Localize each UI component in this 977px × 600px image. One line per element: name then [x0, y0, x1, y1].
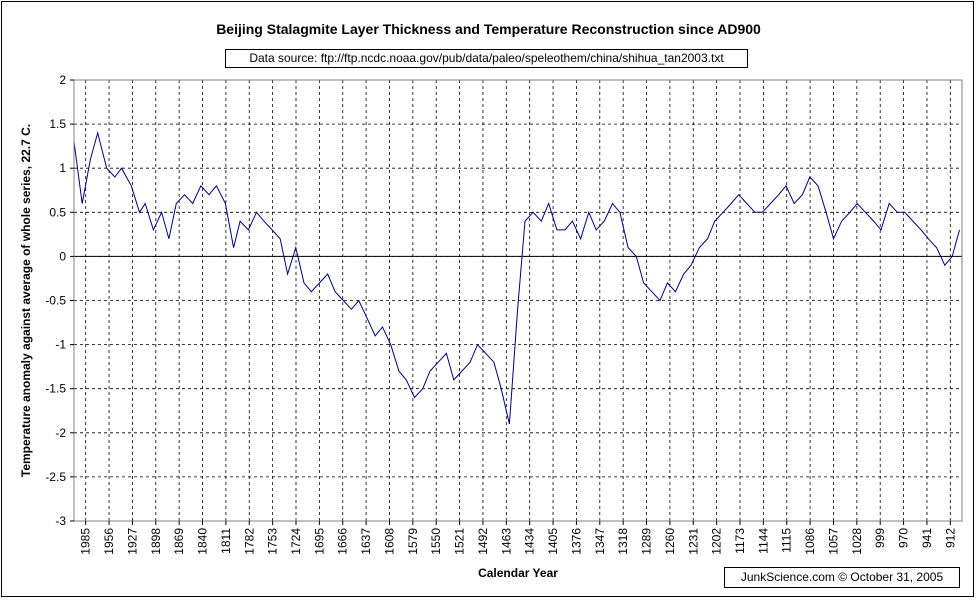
y-tick-label: 1.5 [49, 117, 66, 131]
x-tick-label: 1028 [850, 528, 864, 555]
y-tick-label: -2 [55, 426, 66, 440]
x-tick-label: 1782 [242, 528, 256, 555]
x-tick-label: 1985 [79, 528, 93, 555]
data-source-note: Data source: ftp://ftp.ncdc.noaa.gov/pub… [225, 49, 748, 68]
x-tick-label: 1086 [803, 528, 817, 555]
y-tick-label: -2.5 [45, 470, 66, 484]
x-tick-label: 1260 [663, 528, 677, 555]
temperature-series-line [73, 130, 960, 425]
x-tick-label: 1202 [710, 528, 724, 555]
x-tick-label: 912 [943, 528, 957, 548]
x-tick-label: 1057 [826, 528, 840, 555]
x-tick-label: 1637 [359, 528, 373, 555]
x-tick-label: 1753 [266, 528, 280, 555]
x-tick-label: 1956 [102, 528, 116, 555]
x-tick-label: 1173 [733, 528, 747, 554]
x-tick-label: 1579 [406, 528, 420, 555]
x-tick-label: 1115 [780, 528, 794, 553]
x-tick-label: 970 [897, 528, 911, 548]
x-tick-label: 1666 [336, 528, 350, 555]
x-tick-label: 1521 [453, 528, 467, 555]
y-tick-label: -0.5 [45, 294, 66, 308]
y-axis-ticks: 2 1.5 1 0.5 0 -0.5 -1 -1.5 -2 -2.5 -3 [45, 73, 74, 528]
x-axis-label: Calendar Year [478, 566, 558, 580]
y-tick-label: -1 [55, 338, 66, 352]
y-tick-label: 2 [59, 73, 66, 87]
x-tick-label: 1289 [640, 528, 654, 555]
credit-box: JunkScience.com © October 31, 2005 [724, 567, 960, 588]
x-tick-label: 1463 [499, 528, 513, 555]
x-tick-label: 1347 [593, 528, 607, 555]
x-tick-label: 1898 [149, 528, 163, 555]
y-tick-label: 1 [59, 161, 66, 175]
x-tick-label: 999 [873, 528, 887, 548]
y-tick-label: -1.5 [45, 382, 66, 396]
x-tick-label: 1405 [546, 528, 560, 555]
x-tick-label: 1869 [172, 528, 186, 555]
y-tick-label: -3 [55, 514, 66, 528]
x-tick-label: 1840 [196, 528, 210, 555]
y-axis-label: Temperature anomaly against average of w… [19, 124, 33, 477]
x-tick-label: 1231 [686, 528, 700, 555]
x-tick-label: 1724 [289, 528, 303, 555]
y-tick-label: 0.5 [49, 205, 66, 219]
y-tick-label: 0 [59, 249, 66, 263]
x-tick-label: 1550 [429, 528, 443, 555]
chart-title: Beijing Stalagmite Layer Thickness and T… [216, 21, 761, 37]
x-tick-label: 1376 [569, 528, 583, 555]
x-tick-label: 1318 [616, 528, 630, 555]
x-tick-label: 1608 [382, 528, 396, 555]
x-tick-label: 1927 [125, 528, 139, 555]
x-tick-label: 1434 [523, 528, 537, 555]
x-tick-label: 1695 [312, 528, 326, 555]
x-tick-label: 1144 [756, 528, 770, 554]
x-tick-label: 1811 [219, 528, 233, 554]
x-tick-label: 941 [920, 528, 934, 548]
x-tick-label: 1492 [476, 528, 490, 555]
x-axis-ticks: 1985 1956 1927 1898 1869 1840 1811 1782 1753 1724… [79, 521, 957, 555]
